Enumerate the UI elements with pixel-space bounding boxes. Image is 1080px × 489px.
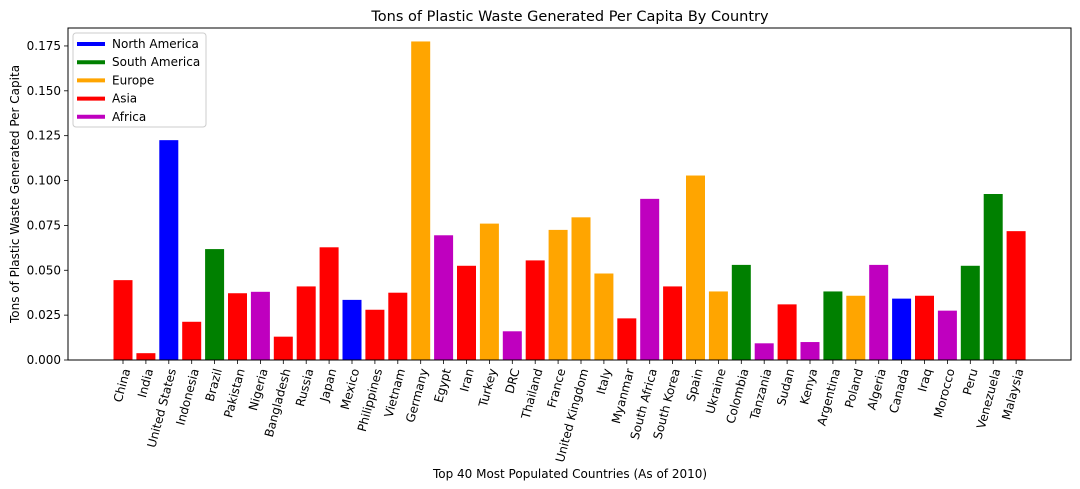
bar-poland [846,295,866,360]
x-tick-label: Ukraine [703,367,729,415]
x-tick-label: Iraq [915,367,935,393]
bar-egypt [434,235,454,360]
y-tick-label: 0.075 [27,218,61,232]
x-tick-label: Spain [684,367,706,403]
x-tick-label: DRC [502,367,522,395]
legend-box [72,32,207,128]
bar-tanzania [754,343,774,360]
bar-kenya [800,342,820,360]
bar-sudan [777,304,797,360]
bar-mexico [342,299,362,360]
bar-south-africa [640,198,660,360]
bar-colombia [731,264,751,360]
x-tick-label: China [111,367,133,404]
bar-thailand [525,260,545,360]
bar-nigeria [250,291,270,360]
x-tick-label: Pakistan [221,367,248,419]
x-tick-label: Sudan [774,367,797,407]
bar-south-korea [663,286,683,360]
x-tick-label: Vietnam [382,367,408,419]
bar-iraq [915,295,934,360]
x-tick-label: Brazil [203,367,225,403]
x-tick-label: Russia [293,367,317,408]
x-tick-label: Italy [594,367,614,396]
bar-algeria [869,264,889,360]
bar-france [548,229,568,360]
legend-label: Africa [112,110,146,124]
x-tick-label: Nigeria [246,367,271,412]
bar-venezuela [983,194,1003,360]
x-tick-label: Tanzania [747,367,774,422]
y-tick-label: 0.125 [27,129,61,143]
bar-germany [411,41,431,361]
x-tick-label: Kenya [797,367,820,406]
bar-turkey [479,223,499,360]
y-tick-label: 0.100 [27,174,61,188]
x-tick-label: India [135,367,156,399]
bar-united-states [159,140,179,360]
x-axis-title: Top 40 Most Populated Countries (As of 2… [432,467,707,481]
x-tick-label: Indonesia [173,367,202,427]
bar-spain [686,175,705,360]
x-tick-label: Mexico [338,367,362,411]
legend-label: Europe [112,73,154,87]
legend-label: North America [112,37,199,51]
bar-brazil [205,249,225,360]
legend-label: South America [112,55,200,69]
bar-myanmar [617,318,637,360]
legend-label: Asia [112,92,137,106]
x-tick-label: France [545,367,569,409]
bar-vietnam [388,292,408,360]
x-tick-label: Malaysia [999,367,1026,421]
bar-japan [319,247,339,360]
x-tick-label: Peru [960,367,980,396]
bar-indonesia [182,321,202,360]
x-tick-label: Algeria [865,367,889,411]
y-tick-label: 0.025 [27,308,61,322]
x-tick-label: Iran [457,367,477,393]
y-axis-title: Tons of Plastic Waste Generated Per Capi… [8,65,22,324]
plot-frame [67,27,1072,361]
bar-china [113,280,133,360]
bar-peru [960,265,980,360]
bar-morocco [937,310,957,360]
y-tick-label: 0.000 [27,353,61,367]
y-tick-label: 0.175 [27,39,61,53]
x-tick-label: Japan [317,367,339,404]
bar-united-kingdom [571,217,591,360]
bar-russia [296,286,316,360]
x-tick-label: Egypt [431,367,454,404]
x-tick-label: Turkey [476,367,500,409]
bar-philippines [365,309,385,360]
x-tick-label: Thailand [518,367,545,421]
bar-iran [457,265,476,360]
bar-italy [594,273,614,360]
y-tick-label: 0.150 [27,84,61,98]
bar-argentina [823,291,843,360]
bar-canada [892,298,912,360]
y-tick-label: 0.050 [27,263,61,277]
bar-malaysia [1006,231,1026,360]
x-tick-label: Germany [403,367,431,424]
bar-ukraine [708,291,728,360]
x-tick-label: Morocco [931,367,958,419]
bar-pakistan [228,293,247,360]
x-tick-label: Poland [842,367,866,409]
bar-drc [502,331,522,360]
chart-title: Tons of Plastic Waste Generated Per Capi… [370,9,769,25]
x-tick-label: Canada [887,367,912,415]
bar-india [136,353,156,360]
bar-bangladesh [273,336,293,360]
